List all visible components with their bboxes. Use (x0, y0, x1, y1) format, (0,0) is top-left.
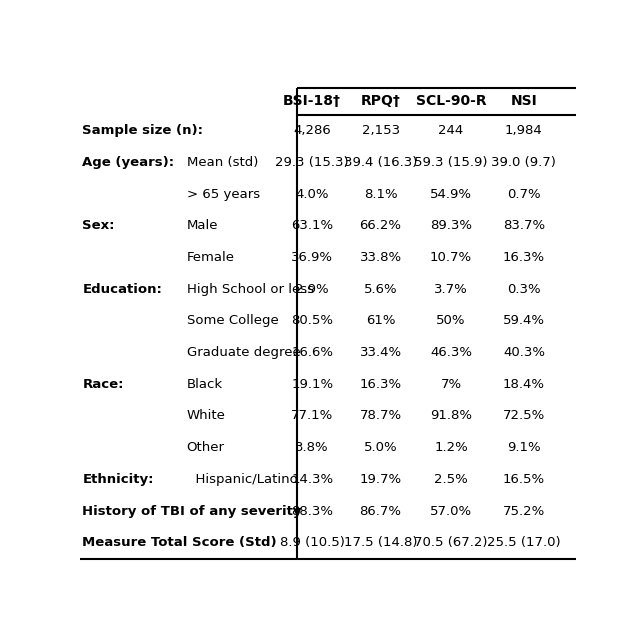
Text: Sample size (n):: Sample size (n): (83, 124, 204, 137)
Text: 91.8%: 91.8% (430, 410, 472, 422)
Text: 10.7%: 10.7% (430, 251, 472, 264)
Text: 89.3%: 89.3% (430, 219, 472, 232)
Text: Female: Female (187, 251, 235, 264)
Text: 36.9%: 36.9% (291, 251, 333, 264)
Text: 4,286: 4,286 (293, 124, 331, 137)
Text: 0.7%: 0.7% (507, 188, 541, 200)
Text: 9.1%: 9.1% (507, 441, 541, 454)
Text: Male: Male (187, 219, 218, 232)
Text: > 65 years: > 65 years (187, 188, 260, 200)
Text: High School or less: High School or less (187, 283, 314, 296)
Text: 70.5 (67.2): 70.5 (67.2) (414, 536, 488, 549)
Text: Graduate degree: Graduate degree (187, 346, 300, 359)
Text: RPQ†: RPQ† (361, 94, 401, 109)
Text: BSI-18†: BSI-18† (283, 94, 341, 109)
Text: 2.9%: 2.9% (295, 283, 329, 296)
Text: 3.8%: 3.8% (295, 441, 329, 454)
Text: 5.6%: 5.6% (364, 283, 397, 296)
Text: 63.1%: 63.1% (291, 219, 333, 232)
Text: 4.0%: 4.0% (296, 188, 329, 200)
Text: Black: Black (187, 378, 223, 391)
Text: Hispanic/Latino: Hispanic/Latino (187, 473, 298, 486)
Text: Mean (std): Mean (std) (187, 156, 258, 169)
Text: Education:: Education: (83, 283, 163, 296)
Text: 39.0 (9.7): 39.0 (9.7) (492, 156, 556, 169)
Text: 244: 244 (438, 124, 463, 137)
Text: Sex:: Sex: (83, 219, 115, 232)
Text: Age (years):: Age (years): (83, 156, 175, 169)
Text: 1,984: 1,984 (505, 124, 543, 137)
Text: SCL-90-R: SCL-90-R (416, 94, 486, 109)
Text: 7%: 7% (440, 378, 461, 391)
Text: 86.7%: 86.7% (360, 504, 401, 518)
Text: 77.1%: 77.1% (291, 410, 333, 422)
Text: 16.3%: 16.3% (360, 378, 402, 391)
Text: 0.3%: 0.3% (507, 283, 541, 296)
Text: 75.2%: 75.2% (503, 504, 545, 518)
Text: 33.8%: 33.8% (360, 251, 402, 264)
Text: 57.0%: 57.0% (430, 504, 472, 518)
Text: NSI: NSI (511, 94, 538, 109)
Text: 72.5%: 72.5% (503, 410, 545, 422)
Text: 80.5%: 80.5% (291, 314, 333, 327)
Text: 16.5%: 16.5% (503, 473, 545, 486)
Text: 25.5 (17.0): 25.5 (17.0) (487, 536, 561, 549)
Text: 50%: 50% (436, 314, 466, 327)
Text: 66.2%: 66.2% (360, 219, 401, 232)
Text: 40.3%: 40.3% (503, 346, 545, 359)
Text: 5.0%: 5.0% (364, 441, 397, 454)
Text: Measure Total Score (Std): Measure Total Score (Std) (83, 536, 277, 549)
Text: 59.4%: 59.4% (503, 314, 545, 327)
Text: 83.7%: 83.7% (503, 219, 545, 232)
Text: 17.5 (14.8): 17.5 (14.8) (344, 536, 417, 549)
Text: Some College: Some College (187, 314, 278, 327)
Text: 46.3%: 46.3% (430, 346, 472, 359)
Text: 59.3 (15.9): 59.3 (15.9) (414, 156, 488, 169)
Text: Race:: Race: (83, 378, 124, 391)
Text: 2.5%: 2.5% (434, 473, 468, 486)
Text: 16.3%: 16.3% (503, 251, 545, 264)
Text: 2,153: 2,153 (362, 124, 399, 137)
Text: 54.9%: 54.9% (430, 188, 472, 200)
Text: 19.7%: 19.7% (360, 473, 402, 486)
Text: 39.4 (16.3): 39.4 (16.3) (344, 156, 417, 169)
Text: 88.3%: 88.3% (291, 504, 333, 518)
Text: White: White (187, 410, 225, 422)
Text: 33.4%: 33.4% (360, 346, 402, 359)
Text: 78.7%: 78.7% (360, 410, 402, 422)
Text: 19.1%: 19.1% (291, 378, 333, 391)
Text: History of TBI of any severity: History of TBI of any severity (83, 504, 302, 518)
Text: 16.6%: 16.6% (291, 346, 333, 359)
Text: 14.3%: 14.3% (291, 473, 333, 486)
Text: 1.2%: 1.2% (434, 441, 468, 454)
Text: Ethnicity:: Ethnicity: (83, 473, 154, 486)
Text: 61%: 61% (366, 314, 396, 327)
Text: 18.4%: 18.4% (503, 378, 545, 391)
Text: Other: Other (187, 441, 225, 454)
Text: 8.9 (10.5): 8.9 (10.5) (280, 536, 344, 549)
Text: 3.7%: 3.7% (434, 283, 468, 296)
Text: 8.1%: 8.1% (364, 188, 397, 200)
Text: 29.3 (15.3): 29.3 (15.3) (275, 156, 349, 169)
